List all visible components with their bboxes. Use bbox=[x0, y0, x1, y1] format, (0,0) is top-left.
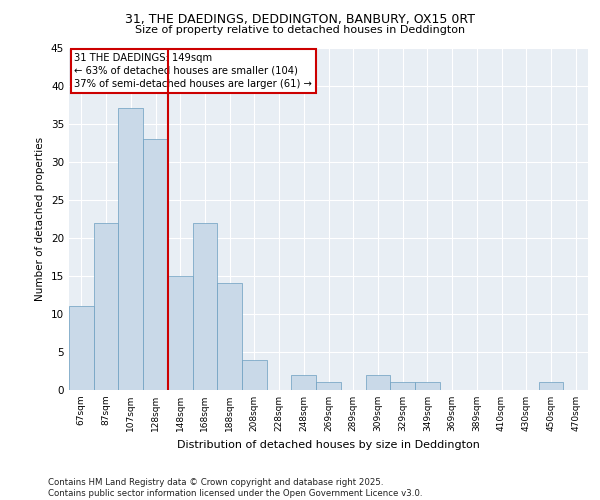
Text: Size of property relative to detached houses in Deddington: Size of property relative to detached ho… bbox=[135, 25, 465, 35]
Bar bbox=[316, 382, 341, 390]
Bar bbox=[292, 375, 316, 390]
Bar bbox=[539, 382, 563, 390]
Text: Contains HM Land Registry data © Crown copyright and database right 2025.
Contai: Contains HM Land Registry data © Crown c… bbox=[48, 478, 422, 498]
Bar bbox=[390, 382, 415, 390]
Bar bbox=[143, 139, 168, 390]
Bar bbox=[415, 382, 440, 390]
Bar bbox=[217, 284, 242, 390]
Bar bbox=[193, 222, 217, 390]
Text: 31, THE DAEDINGS, DEDDINGTON, BANBURY, OX15 0RT: 31, THE DAEDINGS, DEDDINGTON, BANBURY, O… bbox=[125, 12, 475, 26]
Bar bbox=[365, 375, 390, 390]
Text: 31 THE DAEDINGS: 149sqm
← 63% of detached houses are smaller (104)
37% of semi-d: 31 THE DAEDINGS: 149sqm ← 63% of detache… bbox=[74, 52, 312, 89]
Y-axis label: Number of detached properties: Number of detached properties bbox=[35, 136, 46, 301]
Bar bbox=[94, 222, 118, 390]
Bar bbox=[69, 306, 94, 390]
Bar bbox=[168, 276, 193, 390]
Bar bbox=[118, 108, 143, 390]
X-axis label: Distribution of detached houses by size in Deddington: Distribution of detached houses by size … bbox=[177, 440, 480, 450]
Bar bbox=[242, 360, 267, 390]
